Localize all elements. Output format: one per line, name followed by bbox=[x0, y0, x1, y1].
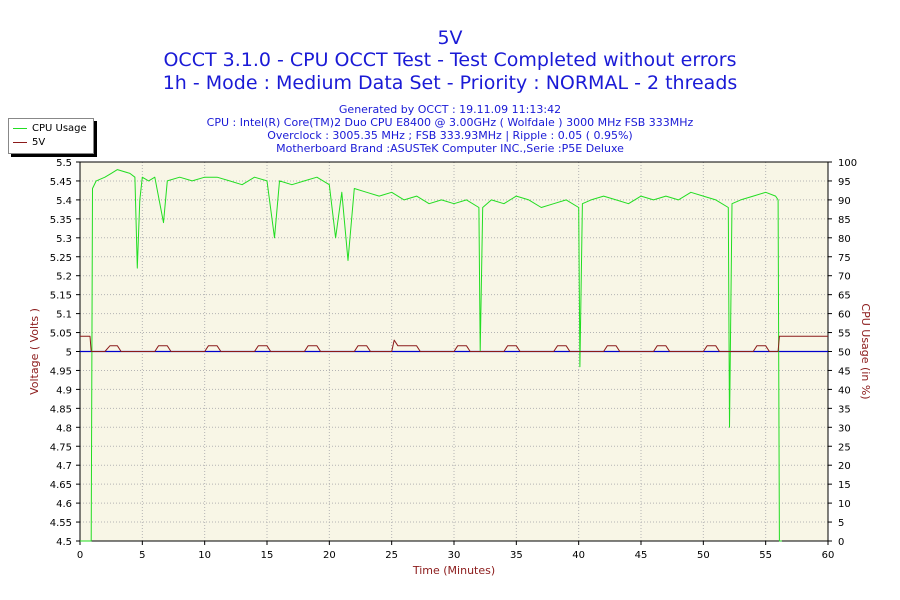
motherboard-info: Motherboard Brand :ASUSTeK Computer INC.… bbox=[276, 142, 624, 155]
y-left-tick-label: 5.1 bbox=[56, 310, 72, 321]
y-right-axis-label: CPU Usage (in %) bbox=[859, 303, 872, 399]
x-tick-label: 50 bbox=[697, 550, 710, 561]
y-left-tick-label: 4.6 bbox=[56, 499, 72, 510]
chart-legend: CPU Usage 5V bbox=[8, 118, 94, 154]
y-right-tick-label: 10 bbox=[838, 499, 851, 510]
legend-item-cpu-usage: CPU Usage bbox=[13, 123, 87, 135]
y-left-tick-label: 5.05 bbox=[50, 329, 72, 340]
y-right-tick-label: 20 bbox=[838, 461, 851, 472]
y-left-tick-label: 5.45 bbox=[50, 177, 72, 188]
x-tick-label: 10 bbox=[198, 550, 211, 561]
y-left-tick-label: 5.2 bbox=[56, 272, 72, 283]
y-left-tick-label: 4.95 bbox=[50, 366, 72, 377]
y-left-tick-label: 5.15 bbox=[50, 291, 72, 302]
y-left-tick-label: 4.85 bbox=[50, 404, 72, 415]
y-left-tick-label: 4.75 bbox=[50, 442, 72, 453]
test-mode-line: 1h - Mode : Medium Data Set - Priority :… bbox=[162, 72, 738, 94]
legend-label-cpu-usage: CPU Usage bbox=[32, 123, 87, 134]
y-right-tick-label: 75 bbox=[838, 253, 851, 264]
x-tick-label: 45 bbox=[635, 550, 648, 561]
y-left-tick-label: 4.9 bbox=[56, 385, 72, 396]
y-left-tick-label: 5.5 bbox=[56, 158, 72, 169]
y-right-tick-label: 5 bbox=[838, 518, 844, 529]
x-tick-label: 0 bbox=[77, 550, 83, 561]
y-right-tick-label: 40 bbox=[838, 385, 851, 396]
y-right-tick-label: 60 bbox=[838, 310, 851, 321]
series-line-cpu-usage bbox=[80, 169, 782, 542]
x-tick-label: 15 bbox=[261, 550, 274, 561]
y-left-tick-label: 5.3 bbox=[56, 234, 72, 245]
y-right-tick-label: 70 bbox=[838, 272, 851, 283]
y-left-tick-label: 5 bbox=[66, 348, 72, 359]
y-right-tick-label: 100 bbox=[838, 158, 857, 169]
chart-title: 5V bbox=[437, 27, 463, 49]
test-summary-line: OCCT 3.1.0 - CPU OCCT Test - Test Comple… bbox=[163, 49, 737, 71]
series-line-5v bbox=[80, 335, 828, 352]
legend-swatch-5v bbox=[13, 141, 27, 143]
y-right-tick-label: 35 bbox=[838, 404, 851, 415]
y-left-tick-label: 4.65 bbox=[50, 480, 72, 491]
y-left-tick-label: 5.25 bbox=[50, 253, 72, 264]
y-left-tick-label: 4.55 bbox=[50, 518, 72, 529]
legend-swatch-cpu-usage bbox=[13, 127, 27, 129]
cpu-info: CPU : Intel(R) Core(TM)2 Duo CPU E8400 @… bbox=[206, 116, 694, 129]
y-left-tick-label: 5.4 bbox=[56, 196, 72, 207]
y-right-tick-label: 90 bbox=[838, 196, 851, 207]
x-tick-label: 60 bbox=[822, 550, 835, 561]
legend-label-5v: 5V bbox=[32, 137, 46, 148]
x-tick-label: 25 bbox=[385, 550, 398, 561]
y-right-tick-label: 15 bbox=[838, 480, 851, 491]
y-left-tick-label: 4.5 bbox=[56, 537, 72, 548]
y-right-tick-label: 25 bbox=[838, 442, 851, 453]
y-right-tick-label: 0 bbox=[838, 537, 844, 548]
overclock-info: Overclock : 3005.35 MHz ; FSB 333.93MHz … bbox=[267, 129, 633, 142]
y-left-tick-label: 4.8 bbox=[56, 423, 72, 434]
x-tick-label: 40 bbox=[572, 550, 585, 561]
x-axis-label: Time (Minutes) bbox=[412, 564, 495, 577]
x-tick-label: 35 bbox=[510, 550, 523, 561]
y-right-tick-label: 55 bbox=[838, 329, 851, 340]
y-left-tick-label: 4.7 bbox=[56, 461, 72, 472]
x-tick-label: 20 bbox=[323, 550, 336, 561]
x-tick-label: 5 bbox=[139, 550, 145, 561]
generated-info: Generated by OCCT : 19.11.09 11:13:42 bbox=[338, 103, 562, 116]
y-left-axis-label: Voltage ( Volts ) bbox=[28, 308, 41, 395]
y-right-tick-label: 30 bbox=[838, 423, 851, 434]
x-tick-label: 30 bbox=[448, 550, 461, 561]
y-right-tick-label: 95 bbox=[838, 177, 851, 188]
y-right-tick-label: 65 bbox=[838, 291, 851, 302]
y-left-tick-label: 5.35 bbox=[50, 215, 72, 226]
y-right-tick-label: 85 bbox=[838, 215, 851, 226]
legend-item-5v: 5V bbox=[13, 137, 45, 149]
x-tick-label: 55 bbox=[759, 550, 772, 561]
y-right-tick-label: 80 bbox=[838, 234, 851, 245]
y-right-tick-label: 50 bbox=[838, 348, 851, 359]
y-right-tick-label: 45 bbox=[838, 366, 851, 377]
